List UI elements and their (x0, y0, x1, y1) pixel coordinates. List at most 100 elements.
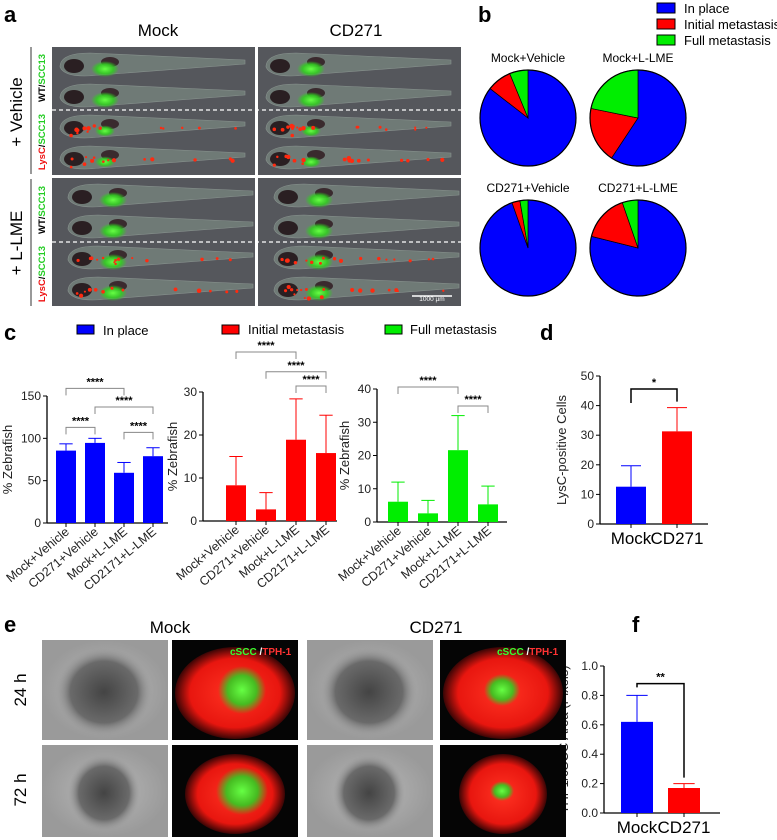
red-lysc-signal (322, 287, 326, 291)
y-axis-label: % Zebrafish (0, 425, 15, 494)
red-lysc-signal (276, 155, 279, 159)
legend-swatch-initial (221, 324, 240, 335)
x-tick-label: CD271 (651, 529, 704, 548)
panel-a: Mock CD271 + Vehicle + L-LME WT/SCC13 Ly… (7, 21, 461, 306)
red-lysc-signal (301, 157, 306, 163)
green-tumor-signal (99, 223, 127, 239)
y-axis-label: % Zebrafish (165, 422, 180, 491)
significance-bracket (123, 431, 154, 440)
red-lysc-signal (355, 125, 359, 129)
red-lysc-signal (82, 126, 87, 131)
fluorescence-image (172, 745, 298, 837)
column-label-mock: Mock (138, 21, 179, 40)
legend-label-initial: Initial metastasis (248, 322, 345, 337)
red-lysc-signal (332, 257, 337, 261)
red-lysc-signal (283, 289, 288, 293)
fluorescence-image (440, 745, 566, 837)
significance-label: **** (257, 340, 275, 352)
bar (621, 721, 653, 813)
y-tick-label: 1.0 (581, 659, 598, 673)
bar (388, 501, 408, 522)
cscc-signal (490, 781, 514, 801)
bar (616, 486, 646, 524)
red-lysc-signal (196, 288, 202, 294)
red-lysc-signal (290, 288, 294, 292)
red-lysc-signal (74, 127, 79, 133)
red-lysc-signal (88, 256, 93, 261)
y-tick-label: 40 (581, 399, 595, 413)
red-lysc-signal (84, 156, 88, 159)
red-lysc-signal (75, 292, 79, 295)
green-tumor-signal (301, 125, 321, 137)
red-lysc-signal (208, 289, 212, 293)
significance-label: **** (302, 374, 320, 386)
y-tick-label: 20 (184, 428, 198, 442)
red-lysc-signal (281, 258, 284, 261)
fish-eye (278, 221, 298, 235)
legend-swatch (656, 18, 676, 30)
red-lysc-signal (311, 125, 316, 130)
red-lysc-signal (431, 257, 435, 261)
pie-outline (589, 69, 687, 167)
red-lysc-signal (92, 156, 96, 159)
fish-eye (270, 121, 290, 135)
bar (256, 509, 276, 521)
red-lysc-signal (394, 288, 399, 293)
red-lysc-signal (113, 261, 116, 264)
stain-label-wt: WT/SCC13 (37, 54, 48, 102)
brightfield-image (42, 640, 168, 740)
y-tick-label: 0 (34, 516, 41, 530)
red-lysc-signal (76, 131, 79, 135)
fish-eye (270, 152, 290, 166)
red-lysc-signal (338, 258, 344, 263)
y-tick-label: 30 (581, 428, 595, 442)
green-tumor-signal (99, 285, 127, 301)
y-tick-label: 10 (184, 471, 198, 485)
red-lysc-signal (111, 158, 117, 163)
red-lysc-signal (293, 293, 296, 296)
significance-label: ** (656, 672, 665, 684)
red-lysc-signal (215, 257, 219, 260)
red-lysc-signal (159, 126, 163, 130)
y-tick-label: 0.0 (581, 806, 598, 820)
green-tumor-signal (95, 156, 115, 168)
red-lysc-signal (78, 293, 84, 298)
legend-label-full: Full metastasis (410, 322, 497, 337)
bar (478, 504, 498, 522)
panel-c-legend: In place Initial metastasis Full metasta… (76, 322, 497, 338)
red-lysc-signal (280, 127, 285, 132)
red-lysc-signal (306, 296, 311, 301)
pie-title: Mock+Vehicle (491, 51, 566, 65)
bar (143, 456, 163, 523)
panel-e: Mock CD271 24 h 72 h cSCC /TPH-1 cSCC /T… (11, 618, 566, 837)
fish-eye (72, 252, 92, 266)
y-tick-label: 0 (587, 517, 594, 531)
row-label-vehicle: + Vehicle (7, 77, 26, 146)
significance-bracket (65, 387, 125, 396)
red-lysc-signal (272, 127, 277, 132)
significance-label: **** (72, 415, 90, 427)
cscc-signal (484, 674, 520, 706)
fish-eye (72, 190, 92, 204)
bar (85, 442, 105, 523)
red-lysc-signal (180, 126, 184, 130)
legend-swatch-in-place (76, 324, 95, 335)
scale-bar-label: 1000 µm (419, 296, 444, 303)
red-lysc-signal (286, 284, 291, 290)
legend-swatch-full (384, 324, 403, 335)
panel-label-e: e (4, 612, 16, 637)
zebrafish-image (52, 47, 255, 175)
red-lysc-signal (70, 157, 74, 161)
red-lysc-signal (290, 126, 295, 130)
legend-swatch (656, 2, 676, 14)
red-lysc-signal (235, 289, 239, 293)
red-lysc-signal (90, 158, 95, 163)
red-lysc-signal (98, 126, 102, 130)
red-lysc-signal (96, 258, 99, 261)
legend-label: Initial metastasis (684, 17, 777, 32)
cscc-signal (218, 666, 266, 714)
red-lysc-signal (442, 289, 445, 292)
red-lysc-signal (290, 133, 295, 138)
